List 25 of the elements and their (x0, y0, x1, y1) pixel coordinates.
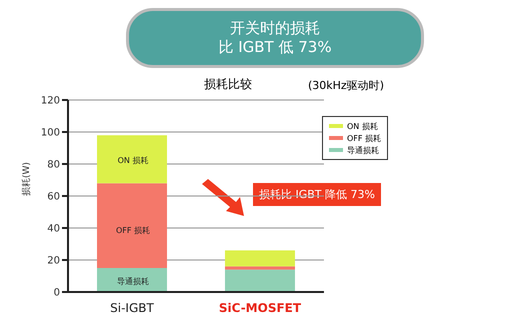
text: 损耗比较 (203, 76, 253, 93)
y-tick-label: 120 (40, 96, 60, 107)
chart-title: 开关时的损耗 (229, 19, 321, 38)
bar (224, 266, 295, 270)
legend-label: 导通损耗 (346, 144, 379, 156)
y-tick-label: 40 (47, 224, 60, 235)
bar (97, 135, 167, 184)
y-tick-label: 100 (40, 128, 60, 139)
bar (224, 270, 295, 292)
legend-label: OFF 损耗 (346, 132, 381, 144)
bar (97, 183, 167, 268)
y-tick-label: 60 (47, 192, 60, 203)
x-tick-label: SiC-MOSFET (218, 301, 302, 315)
annotation: 导通损耗 (116, 276, 150, 287)
y-tick-label: 20 (47, 256, 60, 267)
y-axis-title: 损耗(W) (21, 162, 32, 196)
bar (224, 250, 295, 266)
legend-label: ON 损耗 (346, 120, 378, 132)
text: (30kHz驱动时) (308, 78, 384, 93)
x-tick-label: Si-IGBT (110, 301, 154, 315)
annotation: ON 损耗 (116, 155, 150, 166)
y-tick-label: 0 (54, 288, 60, 299)
chart-subtitle: 比 IGBT 低 73% (217, 38, 333, 57)
annotation: OFF 损耗 (114, 225, 152, 236)
y-tick-label: 80 (47, 160, 60, 171)
